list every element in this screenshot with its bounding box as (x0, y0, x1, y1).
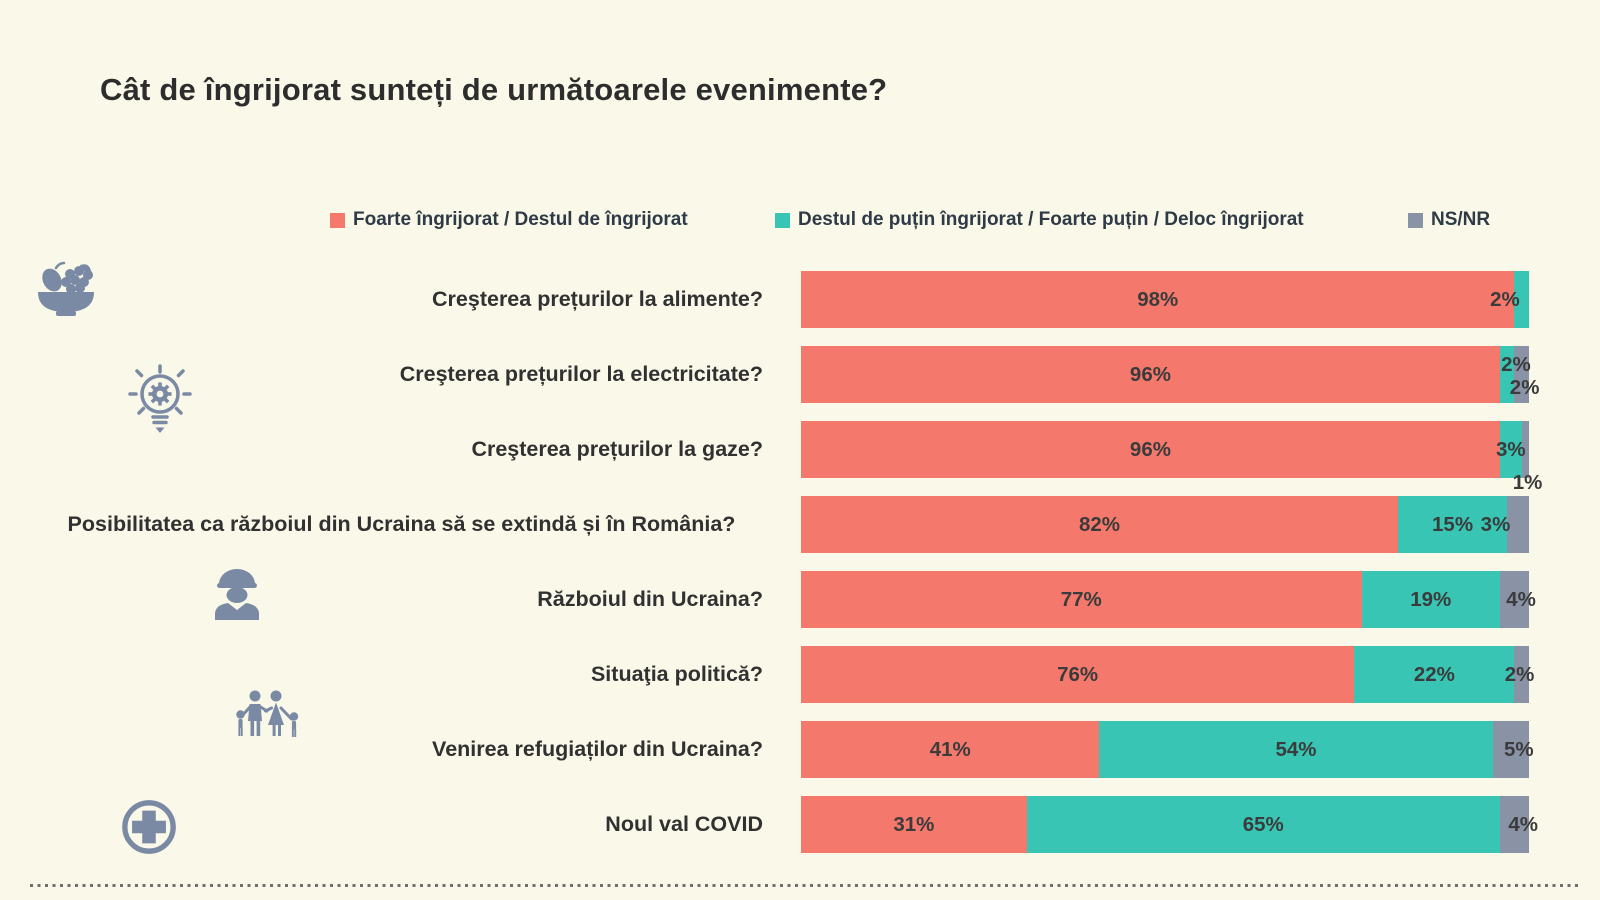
value-label: 76% (1057, 662, 1099, 686)
legend-label: Foarte îngrijorat / Destul de îngrijorat (353, 209, 688, 230)
value-label: 96% (1129, 362, 1171, 386)
bar-segment-nsnr (1492, 721, 1529, 778)
legend-item-nsnr: NS/NR (1408, 209, 1490, 231)
legend-item-worried: Foarte îngrijorat / Destul de îngrijorat (330, 209, 688, 231)
value-label: 5% (1503, 737, 1534, 761)
bar-segment-worried: 96% (801, 346, 1500, 403)
category-label: Războiul din Ucraina? (537, 586, 763, 611)
stacked-bar: 77% 19% 4% (801, 571, 1536, 628)
stacked-bar: 98% 2% (801, 271, 1529, 328)
bottom-dotted-divider (30, 884, 1578, 887)
family-icon (232, 688, 308, 740)
page-title: Cât de îngrijorat sunteți de următoarele… (100, 72, 888, 107)
bar-segment-not-worried (1499, 421, 1522, 478)
bar-segment-not-worried: 15% (1397, 496, 1508, 553)
value-label: 41% (929, 737, 971, 761)
category-label: Venirea refugiaților din Ucraina? (432, 736, 763, 761)
lightbulb-gear-icon (122, 360, 198, 444)
value-label: 77% (1060, 587, 1102, 611)
legend-label: NS/NR (1431, 209, 1491, 230)
bar-segment-worried: 41% (801, 721, 1100, 778)
category-label: Creşterea prețurilor la alimente? (432, 286, 763, 311)
bar-segment-worried: 77% (801, 571, 1362, 628)
stacked-bar: 96% 3% 1% (801, 421, 1542, 494)
soldier-icon (208, 560, 266, 620)
bar-segment-not-worried: 65% (1026, 796, 1500, 853)
value-label: 2% (1490, 287, 1520, 311)
value-label: 65% (1242, 812, 1284, 836)
bar-segment-nsnr (1499, 796, 1529, 853)
legend-swatch-not-worried (775, 212, 790, 228)
bar-segment-not-worried (1514, 271, 1529, 328)
category-label: Situaţia politică? (590, 661, 763, 686)
value-label: 82% (1078, 512, 1120, 536)
value-label: 96% (1129, 437, 1171, 461)
bar-segment-worried: 96% (801, 421, 1500, 478)
bar-segment-not-worried (1499, 346, 1515, 403)
stacked-bar: 96% 2% 2% (801, 346, 1539, 403)
bar-segment-worried: 82% (801, 496, 1398, 553)
value-label: 2% (1509, 375, 1540, 399)
bar-segment-worried: 76% (801, 646, 1355, 703)
stacked-bar: 41% 54% 5% (801, 721, 1534, 778)
medical-cross-icon (118, 798, 180, 856)
value-label: 4% (1506, 587, 1536, 611)
category-label: Creşterea prețurilor la gaze? (471, 436, 763, 461)
bar-segment-not-worried: 19% (1361, 571, 1500, 628)
stacked-bar: 31% 65% 4% (801, 796, 1538, 853)
value-label: 19% (1410, 587, 1452, 611)
value-label: 2% (1501, 353, 1531, 377)
legend-item-not-worried: Destul de puțin îngrijorat / Foarte puți… (775, 209, 1304, 231)
bar-segment-nsnr (1521, 421, 1529, 478)
value-label: 3% (1480, 512, 1511, 536)
bar-segment-not-worried: 54% (1099, 721, 1493, 778)
value-label: 98% (1137, 287, 1179, 311)
legend-label: Destul de puțin îngrijorat / Foarte puți… (798, 209, 1304, 230)
stacked-bar: 76% 22% 2% (801, 646, 1534, 703)
bar-segment-worried: 98% (801, 271, 1515, 328)
value-label: 31% (893, 812, 935, 836)
category-label: Creşterea prețurilor la electricitate? (399, 361, 763, 386)
bar-segment-not-worried: 22% (1354, 646, 1515, 703)
bar-segment-worried: 31% (801, 796, 1027, 853)
legend-swatch-nsnr (1408, 212, 1423, 228)
value-label: 22% (1413, 662, 1455, 686)
bar-segment-nsnr (1507, 496, 1529, 553)
value-label: 2% (1504, 662, 1535, 686)
value-label: 15% (1432, 512, 1474, 536)
value-label: 1% (1512, 471, 1543, 494)
fruit-basket-icon (30, 258, 102, 330)
value-label: 3% (1495, 437, 1526, 461)
stacked-bar: 82% 15% 3% (801, 496, 1529, 553)
category-label: Noul val COVID (605, 811, 763, 836)
category-label: Posibilitatea ca războiul din Ucraina să… (67, 511, 736, 536)
bar-segment-nsnr (1514, 346, 1529, 403)
legend-swatch-worried (330, 212, 345, 228)
value-label: 4% (1508, 812, 1538, 836)
bar-segment-nsnr (1499, 571, 1529, 628)
bar-segment-nsnr (1514, 646, 1529, 703)
value-label: 54% (1275, 737, 1317, 761)
